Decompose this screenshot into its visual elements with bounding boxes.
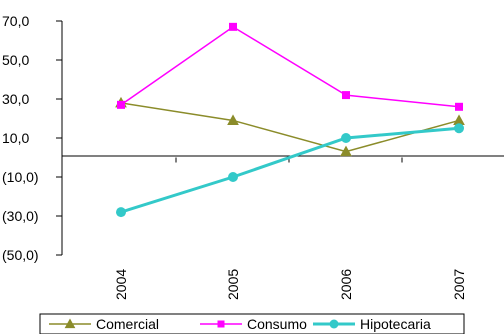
plot-area bbox=[62, 21, 504, 255]
data-point-comercial bbox=[227, 114, 239, 125]
y-tick-label: 70,0 bbox=[2, 13, 29, 29]
y-tick-label: 30,0 bbox=[2, 91, 29, 107]
legend-marker-consumo bbox=[217, 320, 225, 328]
series-line-hipotecaria bbox=[120, 126, 460, 214]
legend-box bbox=[39, 313, 465, 334]
x-axis-ticks: 2004 2005 2006 2007 bbox=[61, 157, 467, 300]
y-tick-label: (50,0) bbox=[2, 247, 39, 263]
data-point-consumo bbox=[117, 100, 125, 109]
legend: Comercial Consumo Hipotecaria bbox=[39, 313, 465, 334]
series-lines bbox=[120, 25, 460, 214]
data-point-hipotecaria bbox=[116, 207, 126, 218]
y-tick-label: 10,0 bbox=[2, 130, 29, 146]
data-point-hipotecaria bbox=[228, 172, 238, 182]
y-axis-ticks: 70,0 50,0 30,0 10,0 (10,0) (30,0) (50,0) bbox=[2, 13, 62, 263]
data-point-comercial bbox=[340, 145, 352, 157]
data-point-consumo bbox=[342, 91, 350, 100]
x-tick-label: 2005 bbox=[225, 269, 241, 300]
data-point-hipotecaria bbox=[454, 123, 464, 134]
x-tick-label: 2006 bbox=[338, 269, 354, 300]
y-tick-label: (30,0) bbox=[2, 208, 39, 224]
x-tick-label: 2007 bbox=[451, 269, 467, 300]
data-point-consumo bbox=[229, 22, 237, 31]
data-point-consumo bbox=[455, 102, 463, 111]
data-point-hipotecaria bbox=[341, 133, 351, 143]
legend-marker-hipotecaria bbox=[329, 319, 339, 329]
series-markers bbox=[115, 22, 465, 218]
legend-label-consumo: Consumo bbox=[247, 316, 307, 332]
x-tick-label: 2004 bbox=[113, 269, 129, 300]
legend-label-hipotecaria: Hipotecaria bbox=[360, 316, 431, 332]
legend-marker-comercial bbox=[64, 318, 76, 329]
y-tick-label: 50,0 bbox=[2, 52, 29, 68]
y-tick-label: (10,0) bbox=[2, 169, 39, 185]
series-line-consumo bbox=[120, 25, 460, 108]
legend-label-comercial: Comercial bbox=[96, 316, 159, 332]
series-line-comercial bbox=[120, 102, 460, 153]
